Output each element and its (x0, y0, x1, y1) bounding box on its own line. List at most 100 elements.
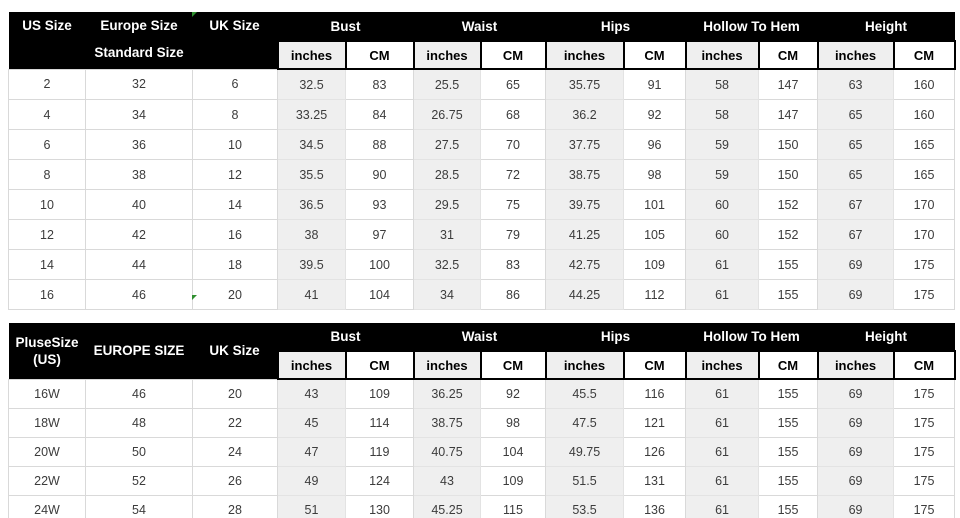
cell: 8 (8, 159, 86, 190)
cell: 37.75 (545, 129, 625, 160)
cell: 34 (85, 99, 193, 130)
cell: 28.5 (413, 159, 481, 190)
cell: 109 (479, 466, 547, 496)
cell: 65 (817, 129, 895, 160)
table-row: 20W 50 24 47 119 40.75 104 49.75 126 61 155 69 175 (8, 437, 956, 467)
cell: 69 (817, 408, 895, 438)
cell: 109 (345, 378, 414, 409)
cell: 4 (8, 99, 86, 130)
table-row: 6 36 10 34.5 88 27.5 70 37.75 96 59 150 65 165 (8, 129, 956, 160)
cell: 104 (479, 437, 547, 467)
hollow-inches-header: inches (684, 350, 760, 380)
hips-inches-header: inches (544, 40, 625, 70)
cell: 83 (479, 249, 547, 280)
standard-size-table: US Size Europe Size Standard Size UK Siz… (8, 12, 956, 310)
cell: 98 (479, 408, 547, 438)
hips-group-header: Hips (545, 12, 686, 41)
cell: 104 (345, 279, 414, 310)
cell: 155 (758, 437, 819, 467)
cell: 34 (413, 279, 481, 310)
hips-group-header: Hips (545, 323, 686, 351)
cell: 170 (893, 189, 956, 220)
cell: 32.5 (277, 68, 346, 100)
cell: 96 (623, 129, 687, 160)
cell: 69 (817, 437, 895, 467)
cell: 63 (817, 68, 895, 100)
cell: 38 (85, 159, 193, 190)
cell: 175 (893, 279, 956, 310)
cell: 150 (758, 159, 819, 190)
cell: 51.5 (545, 466, 625, 496)
hollow-to-hem-group-header: Hollow To Hem (685, 323, 818, 351)
cell: 46 (85, 378, 193, 409)
cell: 49 (277, 466, 346, 496)
cell: 42 (85, 219, 193, 250)
cell: 88 (345, 129, 414, 160)
cell: 124 (345, 466, 414, 496)
hollow-cm-header: CM (757, 350, 819, 380)
cell: 65 (817, 99, 895, 130)
uk-size-header: UK Size (192, 12, 278, 69)
waist-inches-header: inches (412, 350, 482, 380)
cell: 92 (479, 378, 547, 409)
table-row: 10 40 14 36.5 93 29.5 75 39.75 101 60 152 67 170 (8, 189, 956, 220)
cell: 69 (817, 495, 895, 518)
plus-size-header: PluseSize (US) (8, 323, 86, 379)
cell: 36.25 (413, 378, 481, 409)
cell: 47 (277, 437, 346, 467)
waist-cm-header: CM (479, 40, 547, 70)
cell: 152 (758, 189, 819, 220)
cell: 40.75 (413, 437, 481, 467)
table-gap (8, 310, 954, 323)
cell: 45.25 (413, 495, 481, 518)
height-group-header: Height (817, 12, 955, 41)
cell: 175 (893, 466, 956, 496)
cell: 147 (758, 68, 819, 100)
cell: 67 (817, 219, 895, 250)
cell: 18 (192, 249, 278, 280)
cell: 130 (345, 495, 414, 518)
cell: 26.75 (413, 99, 481, 130)
cell: 46 (85, 279, 193, 310)
cell: 12 (192, 159, 278, 190)
bust-cm-header: CM (344, 350, 415, 380)
waist-group-header: Waist (413, 12, 546, 41)
header-group-row: US Size Europe Size Standard Size UK Siz… (8, 12, 955, 69)
europe-size-header: EUROPE SIZE (85, 323, 193, 379)
cell: 16W (8, 378, 86, 409)
cell: 175 (893, 437, 956, 467)
cell: 26 (192, 466, 278, 496)
standard-size-body: 2 32 6 32.5 83 25.5 65 35.75 91 58 147 63 160 4 34 8 33.… (8, 68, 956, 310)
cell: 65 (479, 68, 547, 100)
cell: 101 (623, 189, 687, 220)
cell: 92 (623, 99, 687, 130)
standard-size-label: Standard Size (94, 45, 184, 60)
cell: 165 (893, 159, 956, 190)
cell: 105 (623, 219, 687, 250)
cell: 112 (623, 279, 687, 310)
cell: 61 (685, 249, 760, 280)
cell: 155 (758, 249, 819, 280)
cell: 155 (758, 378, 819, 409)
cell: 42.75 (545, 249, 625, 280)
uk-size-label: UK Size (209, 18, 260, 33)
cell: 155 (758, 408, 819, 438)
cell: 14 (8, 249, 86, 280)
cell: 61 (685, 495, 760, 518)
europe-size-label: EUROPE SIZE (93, 343, 185, 359)
cell: 109 (623, 249, 687, 280)
hips-inches-header: inches (544, 350, 625, 380)
table-row: 16W 46 20 43 109 36.25 92 45.5 116 61 155 69 175 (8, 378, 956, 409)
cell: 44 (85, 249, 193, 280)
cell: 116 (623, 378, 687, 409)
cell: 35.75 (545, 68, 625, 100)
cell: 65 (817, 159, 895, 190)
height-group-header: Height (817, 323, 955, 351)
cell: 29.5 (413, 189, 481, 220)
cell: 175 (893, 378, 956, 409)
header-group-row: PluseSize (US) EUROPE SIZE UK Size Bust … (8, 323, 955, 379)
cell: 36.5 (277, 189, 346, 220)
size-chart-sheet: US Size Europe Size Standard Size UK Siz… (8, 12, 956, 518)
cell: 39.75 (545, 189, 625, 220)
cell: 18W (8, 408, 86, 438)
